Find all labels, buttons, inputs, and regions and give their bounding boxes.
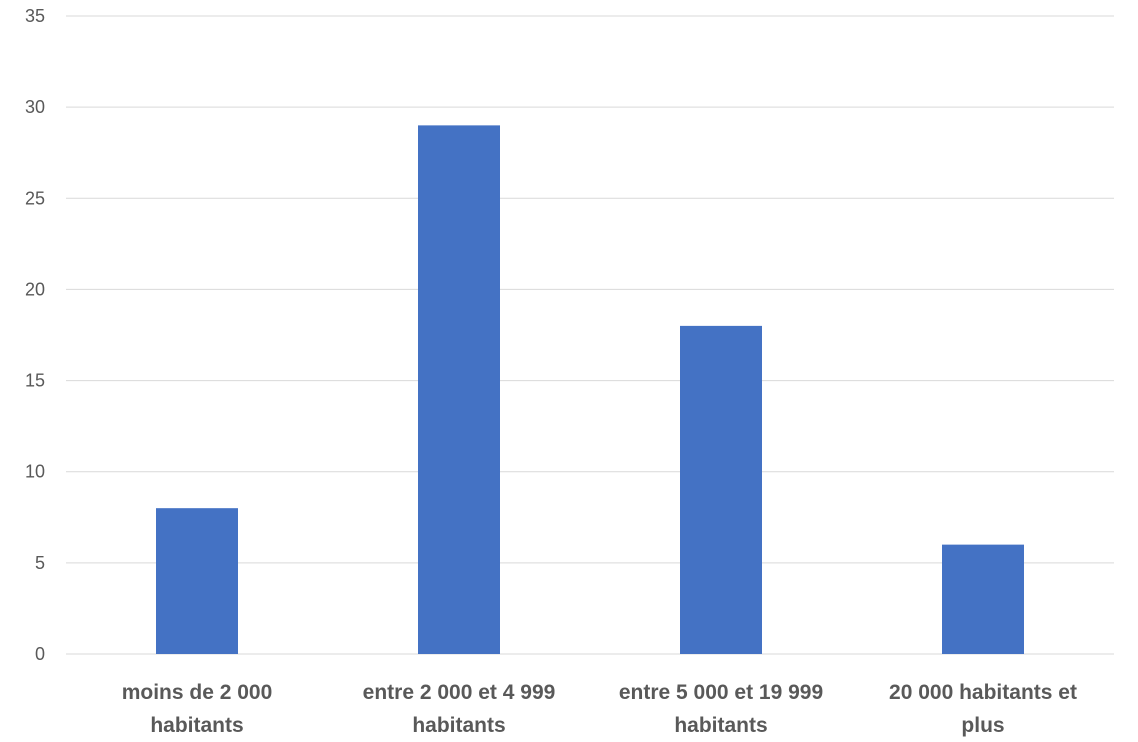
- bar-2: [418, 125, 500, 654]
- bars: [156, 125, 1024, 654]
- y-tick-label: 5: [35, 553, 45, 573]
- y-tick-label: 25: [25, 188, 45, 208]
- x-category-label-line: habitants: [150, 714, 243, 737]
- y-tick-label: 10: [25, 462, 45, 482]
- x-category-label-line: moins de 2 000: [122, 681, 273, 704]
- x-category-label-line: habitants: [674, 714, 767, 737]
- bar-4: [942, 544, 1024, 654]
- y-tick-label: 0: [35, 644, 45, 664]
- y-tick-label: 35: [25, 6, 45, 26]
- y-tick-label: 15: [25, 371, 45, 391]
- x-category-label: moins de 2 000 habitants: [122, 681, 273, 737]
- x-category-label-line: habitants: [412, 714, 505, 737]
- y-tick-label: 30: [25, 97, 45, 117]
- x-category-label: 20 000 habitants et plus: [889, 681, 1077, 737]
- bar-3: [680, 325, 762, 654]
- x-category-label-line: 20 000 habitants et: [889, 681, 1077, 704]
- y-tick-label: 20: [25, 279, 45, 299]
- x-category-label-line: entre 2 000 et 4 999: [363, 681, 556, 704]
- x-category-label: entre 2 000 et 4 999 habitants: [363, 681, 556, 737]
- x-category-label: entre 5 000 et 19 999 habitants: [619, 681, 823, 737]
- x-category-label-line: entre 5 000 et 19 999: [619, 681, 823, 704]
- y-axis-tick-labels: 0 5 10 15 20 25 30 35: [25, 6, 45, 664]
- gridlines: [66, 15, 1114, 655]
- x-category-label-line: plus: [961, 714, 1004, 737]
- bar-1: [156, 508, 238, 654]
